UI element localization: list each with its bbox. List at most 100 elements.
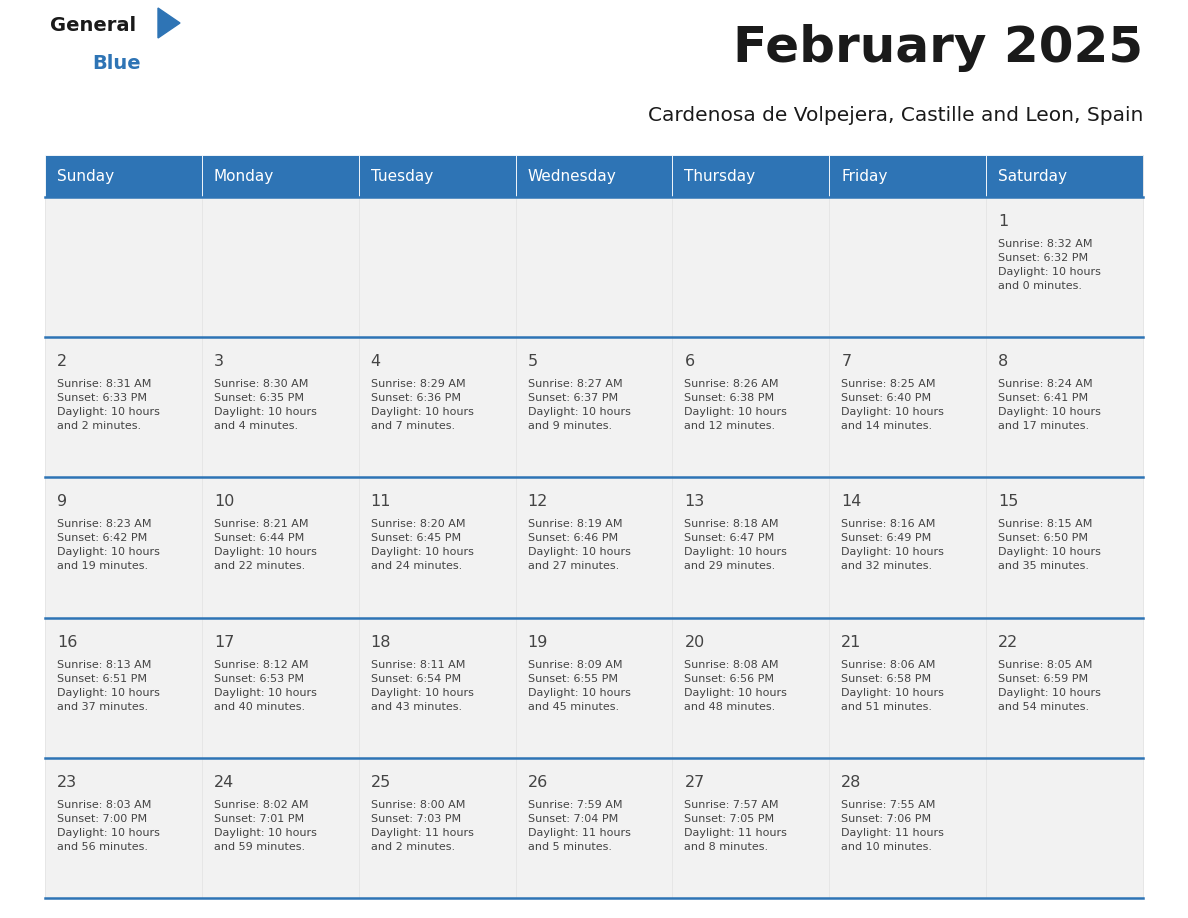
Bar xyxy=(672,155,829,197)
Text: Sunrise: 8:02 AM
Sunset: 7:01 PM
Daylight: 10 hours
and 59 minutes.: Sunrise: 8:02 AM Sunset: 7:01 PM Dayligh… xyxy=(214,800,317,852)
Bar xyxy=(45,477,202,618)
Bar xyxy=(672,757,829,898)
Bar xyxy=(516,337,672,477)
Text: Sunrise: 8:00 AM
Sunset: 7:03 PM
Daylight: 11 hours
and 2 minutes.: Sunrise: 8:00 AM Sunset: 7:03 PM Dayligh… xyxy=(371,800,474,852)
Text: Saturday: Saturday xyxy=(998,169,1067,184)
Bar xyxy=(829,155,986,197)
Text: Monday: Monday xyxy=(214,169,274,184)
Text: 28: 28 xyxy=(841,775,861,789)
Bar xyxy=(986,757,1143,898)
Text: 27: 27 xyxy=(684,775,704,789)
Text: 5: 5 xyxy=(527,354,538,369)
Text: Sunrise: 8:20 AM
Sunset: 6:45 PM
Daylight: 10 hours
and 24 minutes.: Sunrise: 8:20 AM Sunset: 6:45 PM Dayligh… xyxy=(371,520,474,571)
Text: Cardenosa de Volpejera, Castille and Leon, Spain: Cardenosa de Volpejera, Castille and Leo… xyxy=(647,106,1143,125)
Bar xyxy=(516,197,672,337)
Text: 26: 26 xyxy=(527,775,548,789)
Bar xyxy=(829,477,986,618)
Text: 22: 22 xyxy=(998,634,1018,650)
Polygon shape xyxy=(158,8,181,38)
Bar xyxy=(986,477,1143,618)
Text: Sunrise: 7:57 AM
Sunset: 7:05 PM
Daylight: 11 hours
and 8 minutes.: Sunrise: 7:57 AM Sunset: 7:05 PM Dayligh… xyxy=(684,800,788,852)
Bar xyxy=(986,197,1143,337)
Bar xyxy=(202,757,359,898)
Bar xyxy=(829,757,986,898)
Bar xyxy=(202,155,359,197)
Text: Sunrise: 8:15 AM
Sunset: 6:50 PM
Daylight: 10 hours
and 35 minutes.: Sunrise: 8:15 AM Sunset: 6:50 PM Dayligh… xyxy=(998,520,1101,571)
Bar xyxy=(986,155,1143,197)
Text: Sunrise: 8:06 AM
Sunset: 6:58 PM
Daylight: 10 hours
and 51 minutes.: Sunrise: 8:06 AM Sunset: 6:58 PM Dayligh… xyxy=(841,660,944,711)
Text: 16: 16 xyxy=(57,634,77,650)
Bar xyxy=(359,155,516,197)
Text: 7: 7 xyxy=(841,354,852,369)
Text: Sunrise: 8:27 AM
Sunset: 6:37 PM
Daylight: 10 hours
and 9 minutes.: Sunrise: 8:27 AM Sunset: 6:37 PM Dayligh… xyxy=(527,379,631,431)
Text: Sunrise: 8:12 AM
Sunset: 6:53 PM
Daylight: 10 hours
and 40 minutes.: Sunrise: 8:12 AM Sunset: 6:53 PM Dayligh… xyxy=(214,660,317,711)
Text: 25: 25 xyxy=(371,775,391,789)
Text: 2: 2 xyxy=(57,354,68,369)
Bar xyxy=(45,197,202,337)
Text: 1: 1 xyxy=(998,214,1009,229)
Bar xyxy=(516,477,672,618)
Text: Sunrise: 8:18 AM
Sunset: 6:47 PM
Daylight: 10 hours
and 29 minutes.: Sunrise: 8:18 AM Sunset: 6:47 PM Dayligh… xyxy=(684,520,788,571)
Text: Sunrise: 8:05 AM
Sunset: 6:59 PM
Daylight: 10 hours
and 54 minutes.: Sunrise: 8:05 AM Sunset: 6:59 PM Dayligh… xyxy=(998,660,1101,711)
Bar xyxy=(359,757,516,898)
Bar xyxy=(829,337,986,477)
Text: Sunrise: 8:23 AM
Sunset: 6:42 PM
Daylight: 10 hours
and 19 minutes.: Sunrise: 8:23 AM Sunset: 6:42 PM Dayligh… xyxy=(57,520,160,571)
Bar xyxy=(672,337,829,477)
Text: Sunrise: 7:59 AM
Sunset: 7:04 PM
Daylight: 11 hours
and 5 minutes.: Sunrise: 7:59 AM Sunset: 7:04 PM Dayligh… xyxy=(527,800,631,852)
Bar xyxy=(359,197,516,337)
Text: February 2025: February 2025 xyxy=(733,24,1143,72)
Text: Sunrise: 8:29 AM
Sunset: 6:36 PM
Daylight: 10 hours
and 7 minutes.: Sunrise: 8:29 AM Sunset: 6:36 PM Dayligh… xyxy=(371,379,474,431)
Bar xyxy=(672,477,829,618)
Text: 8: 8 xyxy=(998,354,1009,369)
Text: 18: 18 xyxy=(371,634,391,650)
Text: 6: 6 xyxy=(684,354,695,369)
Bar xyxy=(202,197,359,337)
Bar xyxy=(202,618,359,757)
Text: Friday: Friday xyxy=(841,169,887,184)
Text: Sunrise: 8:09 AM
Sunset: 6:55 PM
Daylight: 10 hours
and 45 minutes.: Sunrise: 8:09 AM Sunset: 6:55 PM Dayligh… xyxy=(527,660,631,711)
Bar xyxy=(672,618,829,757)
Text: 13: 13 xyxy=(684,495,704,509)
Text: Sunrise: 8:32 AM
Sunset: 6:32 PM
Daylight: 10 hours
and 0 minutes.: Sunrise: 8:32 AM Sunset: 6:32 PM Dayligh… xyxy=(998,239,1101,291)
Text: Sunrise: 8:13 AM
Sunset: 6:51 PM
Daylight: 10 hours
and 37 minutes.: Sunrise: 8:13 AM Sunset: 6:51 PM Dayligh… xyxy=(57,660,160,711)
Text: Sunrise: 8:31 AM
Sunset: 6:33 PM
Daylight: 10 hours
and 2 minutes.: Sunrise: 8:31 AM Sunset: 6:33 PM Dayligh… xyxy=(57,379,160,431)
Text: Sunrise: 8:03 AM
Sunset: 7:00 PM
Daylight: 10 hours
and 56 minutes.: Sunrise: 8:03 AM Sunset: 7:00 PM Dayligh… xyxy=(57,800,160,852)
Text: 15: 15 xyxy=(998,495,1018,509)
Text: 17: 17 xyxy=(214,634,234,650)
Text: 14: 14 xyxy=(841,495,861,509)
Text: Sunrise: 8:30 AM
Sunset: 6:35 PM
Daylight: 10 hours
and 4 minutes.: Sunrise: 8:30 AM Sunset: 6:35 PM Dayligh… xyxy=(214,379,317,431)
Bar xyxy=(516,155,672,197)
Text: 3: 3 xyxy=(214,354,223,369)
Bar xyxy=(672,197,829,337)
Text: General: General xyxy=(50,16,137,35)
Bar xyxy=(45,757,202,898)
Bar xyxy=(829,197,986,337)
Bar xyxy=(359,477,516,618)
Bar xyxy=(359,618,516,757)
Text: 24: 24 xyxy=(214,775,234,789)
Bar xyxy=(986,618,1143,757)
Text: Sunrise: 8:24 AM
Sunset: 6:41 PM
Daylight: 10 hours
and 17 minutes.: Sunrise: 8:24 AM Sunset: 6:41 PM Dayligh… xyxy=(998,379,1101,431)
Bar xyxy=(202,337,359,477)
Text: Sunrise: 8:08 AM
Sunset: 6:56 PM
Daylight: 10 hours
and 48 minutes.: Sunrise: 8:08 AM Sunset: 6:56 PM Dayligh… xyxy=(684,660,788,711)
Text: Sunday: Sunday xyxy=(57,169,114,184)
Bar xyxy=(359,337,516,477)
Bar xyxy=(516,757,672,898)
Text: Sunrise: 8:26 AM
Sunset: 6:38 PM
Daylight: 10 hours
and 12 minutes.: Sunrise: 8:26 AM Sunset: 6:38 PM Dayligh… xyxy=(684,379,788,431)
Bar xyxy=(45,155,202,197)
Text: 10: 10 xyxy=(214,495,234,509)
Text: Sunrise: 8:11 AM
Sunset: 6:54 PM
Daylight: 10 hours
and 43 minutes.: Sunrise: 8:11 AM Sunset: 6:54 PM Dayligh… xyxy=(371,660,474,711)
Text: Tuesday: Tuesday xyxy=(371,169,432,184)
Text: 12: 12 xyxy=(527,495,548,509)
Text: 11: 11 xyxy=(371,495,391,509)
Text: Sunrise: 8:16 AM
Sunset: 6:49 PM
Daylight: 10 hours
and 32 minutes.: Sunrise: 8:16 AM Sunset: 6:49 PM Dayligh… xyxy=(841,520,944,571)
Bar xyxy=(45,618,202,757)
Text: Sunrise: 8:19 AM
Sunset: 6:46 PM
Daylight: 10 hours
and 27 minutes.: Sunrise: 8:19 AM Sunset: 6:46 PM Dayligh… xyxy=(527,520,631,571)
Text: Thursday: Thursday xyxy=(684,169,756,184)
Text: 21: 21 xyxy=(841,634,861,650)
Text: 9: 9 xyxy=(57,495,68,509)
Text: Sunrise: 8:21 AM
Sunset: 6:44 PM
Daylight: 10 hours
and 22 minutes.: Sunrise: 8:21 AM Sunset: 6:44 PM Dayligh… xyxy=(214,520,317,571)
Text: Sunrise: 7:55 AM
Sunset: 7:06 PM
Daylight: 11 hours
and 10 minutes.: Sunrise: 7:55 AM Sunset: 7:06 PM Dayligh… xyxy=(841,800,944,852)
Bar xyxy=(829,618,986,757)
Text: 19: 19 xyxy=(527,634,548,650)
